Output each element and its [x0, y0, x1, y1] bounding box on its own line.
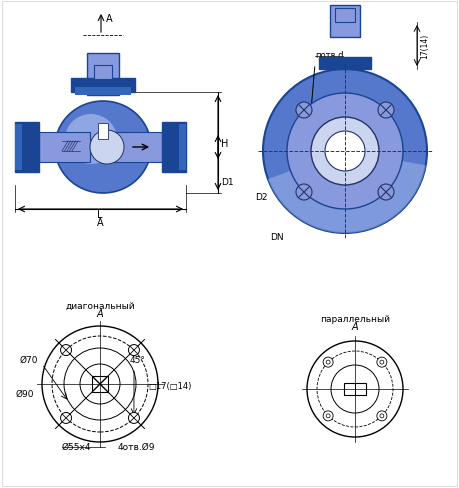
FancyBboxPatch shape	[98, 124, 108, 140]
Text: A: A	[351, 321, 358, 331]
Text: A: A	[96, 218, 103, 227]
Text: Ø55x4: Ø55x4	[62, 442, 91, 451]
Text: □17(□14): □17(□14)	[148, 381, 191, 390]
Text: Ø90: Ø90	[16, 389, 34, 398]
FancyBboxPatch shape	[71, 79, 134, 93]
Text: DN: DN	[269, 232, 283, 242]
FancyBboxPatch shape	[334, 9, 354, 23]
Bar	[343, 383, 365, 395]
Text: A: A	[106, 14, 112, 24]
Text: 45°: 45°	[130, 355, 146, 364]
Text: D1: D1	[220, 178, 233, 187]
Circle shape	[322, 357, 332, 367]
FancyBboxPatch shape	[318, 58, 370, 70]
FancyBboxPatch shape	[75, 88, 131, 96]
Circle shape	[325, 132, 364, 172]
FancyBboxPatch shape	[94, 66, 112, 80]
FancyBboxPatch shape	[87, 54, 119, 96]
Text: D2: D2	[254, 193, 267, 202]
FancyBboxPatch shape	[15, 123, 39, 173]
Ellipse shape	[90, 131, 124, 164]
FancyBboxPatch shape	[35, 133, 90, 163]
Ellipse shape	[65, 115, 117, 164]
Circle shape	[310, 118, 378, 185]
FancyBboxPatch shape	[162, 123, 185, 173]
FancyBboxPatch shape	[110, 133, 162, 163]
Text: Ø70: Ø70	[20, 355, 39, 364]
Circle shape	[128, 345, 139, 356]
Circle shape	[61, 345, 72, 356]
Text: A: A	[96, 308, 103, 318]
Circle shape	[263, 70, 426, 234]
Circle shape	[295, 184, 311, 201]
Circle shape	[295, 103, 311, 119]
Text: потв.d: потв.d	[314, 51, 343, 60]
Text: H: H	[220, 139, 228, 149]
Circle shape	[286, 94, 402, 209]
Ellipse shape	[55, 102, 151, 194]
Circle shape	[322, 411, 332, 421]
Bar	[92, 376, 108, 392]
Wedge shape	[267, 152, 425, 234]
Text: параллельный: параллельный	[319, 314, 389, 324]
Circle shape	[377, 103, 393, 119]
Circle shape	[376, 357, 386, 367]
Text: L: L	[97, 209, 102, 220]
Text: 17(14): 17(14)	[419, 33, 428, 59]
FancyBboxPatch shape	[329, 6, 359, 38]
Circle shape	[377, 184, 393, 201]
Circle shape	[376, 411, 386, 421]
FancyBboxPatch shape	[15, 125, 22, 171]
Text: диагональный: диагональный	[65, 302, 134, 310]
Circle shape	[61, 412, 72, 424]
Circle shape	[128, 412, 139, 424]
Text: 4отв.Ø9: 4отв.Ø9	[118, 442, 155, 451]
FancyBboxPatch shape	[179, 125, 185, 171]
